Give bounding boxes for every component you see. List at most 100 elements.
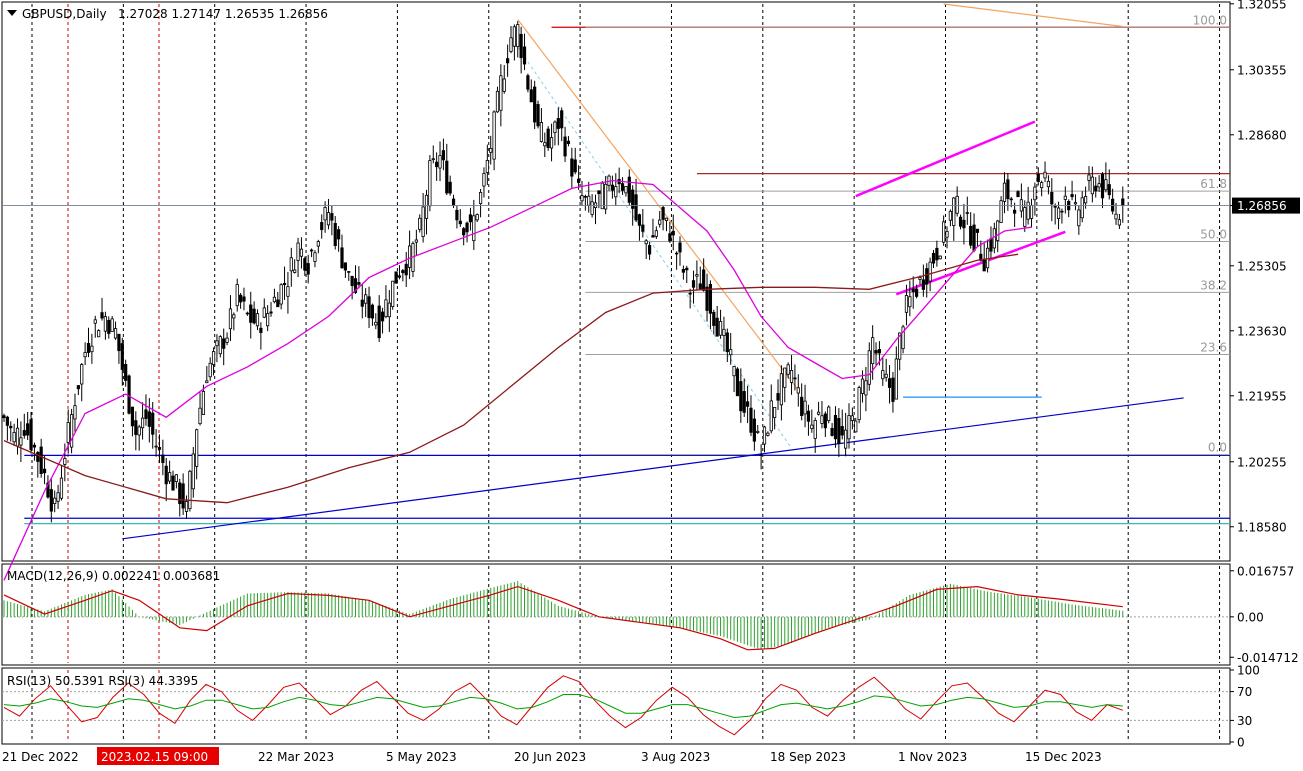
- candle-body: [1107, 184, 1111, 196]
- candle: [614, 173, 618, 206]
- candle: [181, 473, 185, 515]
- candle: [205, 366, 209, 384]
- candle: [695, 260, 699, 290]
- candle-body: [404, 263, 408, 276]
- candle: [800, 383, 804, 421]
- candle-body: [242, 296, 246, 302]
- candle-body: [1040, 182, 1044, 189]
- candle: [685, 265, 689, 283]
- candle: [864, 366, 868, 412]
- candle-body: [833, 415, 838, 440]
- candle: [19, 421, 23, 463]
- candle: [39, 438, 43, 478]
- candle-body: [529, 89, 533, 103]
- candle-body: [634, 194, 638, 221]
- candle-body: [756, 430, 760, 433]
- candle: [1013, 202, 1017, 227]
- candle-body: [97, 330, 101, 338]
- candle-body: [5, 416, 9, 426]
- candle: [137, 424, 141, 451]
- candle: [1053, 203, 1057, 225]
- main-panel-frame: [1, 1, 1231, 562]
- candle: [1050, 178, 1054, 222]
- candle-body: [178, 482, 182, 504]
- candle: [316, 239, 320, 254]
- candle-body: [773, 406, 777, 418]
- candle-body: [245, 312, 249, 315]
- candle-body: [881, 370, 885, 380]
- candle-body: [249, 304, 253, 323]
- candle: [732, 365, 736, 393]
- candle-body: [80, 364, 84, 385]
- candle: [539, 108, 544, 143]
- candle: [634, 178, 638, 223]
- candle-body: [502, 78, 506, 92]
- candle-body: [482, 173, 486, 187]
- trendline: [122, 397, 1184, 540]
- price-tick-label: 1.20255: [1237, 455, 1287, 469]
- candle: [742, 378, 746, 417]
- candle: [789, 355, 794, 395]
- time-cursor-box: [97, 747, 219, 765]
- candle-body: [53, 497, 57, 504]
- time-axis: 21 Dec 2022 2023.02.15 09:00 22 Mar 2023 5 …: [2, 747, 1102, 765]
- candle: [296, 237, 300, 278]
- candle-body: [732, 366, 736, 377]
- time-label: 3 Aug 2023: [641, 750, 710, 764]
- candle: [144, 394, 148, 426]
- dropdown-triangle-icon[interactable]: [7, 10, 17, 16]
- macd-label: MACD(12,26,9) 0.002241 0.003681: [7, 569, 220, 583]
- candle: [377, 295, 381, 343]
- candle-body: [1063, 195, 1067, 200]
- candle-body: [441, 150, 446, 161]
- candle-body: [1121, 198, 1125, 206]
- candle-body: [76, 385, 80, 390]
- candle-body: [789, 370, 794, 383]
- candle-body: [708, 284, 713, 314]
- candle-body: [1114, 213, 1118, 220]
- trendline: [517, 19, 799, 391]
- candle-body: [698, 283, 702, 290]
- candle-body: [695, 274, 699, 277]
- candle-body: [762, 426, 767, 445]
- candle: [793, 364, 797, 391]
- candle-body: [1111, 198, 1115, 212]
- candle-body: [536, 104, 540, 127]
- candle: [887, 365, 892, 404]
- candle-body: [844, 429, 848, 449]
- candle: [938, 255, 942, 260]
- candle: [32, 442, 37, 461]
- candle-body: [266, 313, 270, 327]
- current-price-label: 1.26856: [1237, 199, 1287, 213]
- candle-body: [272, 296, 277, 303]
- candle: [313, 250, 317, 268]
- candle: [397, 265, 402, 280]
- candle-body: [296, 242, 300, 261]
- candle-body: [847, 415, 851, 440]
- candle-body: [556, 118, 560, 129]
- candle: [942, 215, 946, 246]
- candle: [935, 240, 939, 267]
- candle-body: [715, 317, 719, 337]
- candle: [367, 286, 371, 328]
- candle-body: [563, 136, 567, 157]
- candle-body: [144, 409, 148, 419]
- candle-body: [330, 213, 334, 221]
- candle: [293, 259, 297, 274]
- candle: [255, 309, 260, 331]
- candle-body: [211, 351, 216, 365]
- candle-body: [1016, 191, 1020, 198]
- candle-body: [857, 387, 861, 421]
- candle: [306, 254, 310, 284]
- candle-body: [387, 302, 391, 318]
- candle: [675, 251, 679, 270]
- candle: [455, 205, 459, 229]
- candle: [533, 80, 537, 130]
- candle-body: [485, 160, 489, 173]
- candle-body: [262, 307, 266, 318]
- candle: [546, 126, 550, 151]
- rsi-tick-label: 30: [1237, 714, 1252, 728]
- candle: [12, 423, 16, 446]
- candle: [404, 251, 408, 287]
- candle: [492, 110, 496, 171]
